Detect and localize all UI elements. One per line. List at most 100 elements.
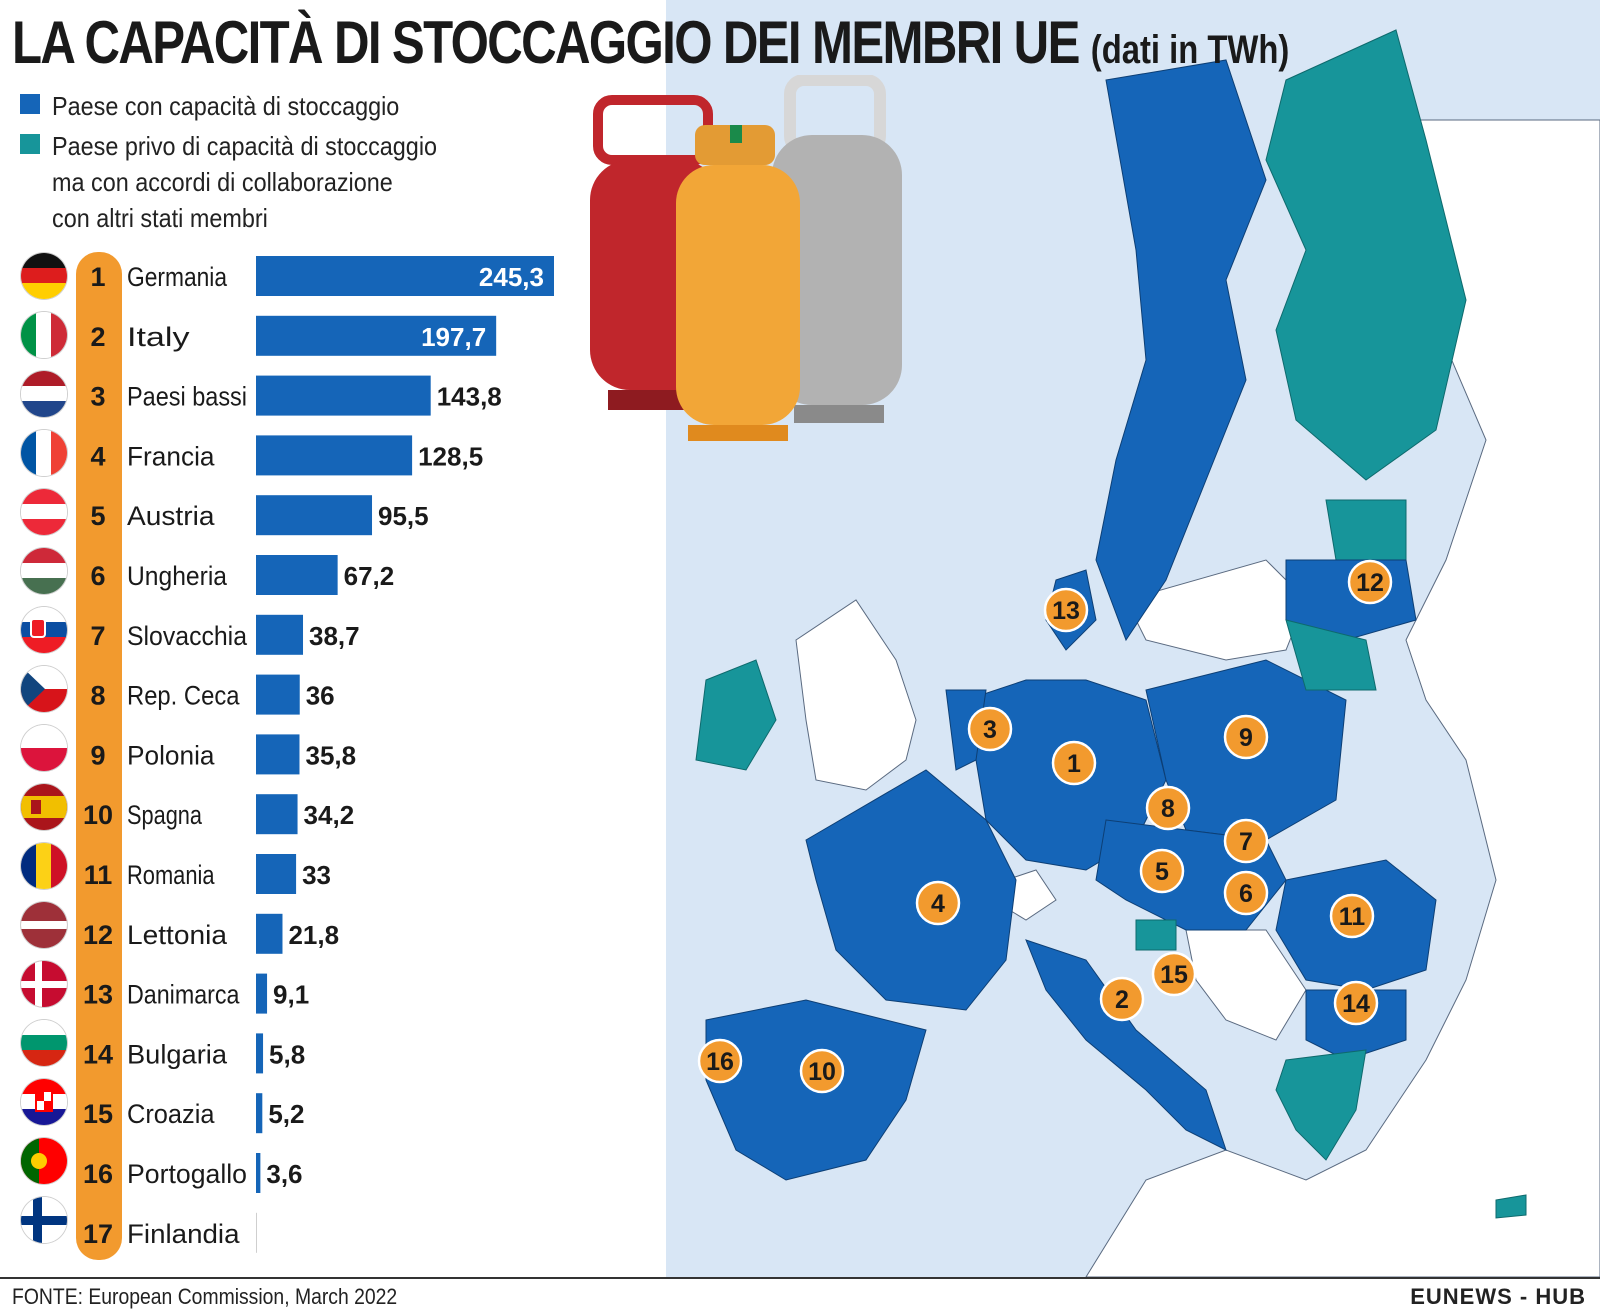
map-marker-label-12: 12 <box>1356 569 1384 597</box>
map-marker-label-2: 2 <box>1115 986 1129 1014</box>
category-label-italy: Italy <box>127 322 190 352</box>
belarus-area <box>1125 559 1307 661</box>
legend-label-no-storage: Paese privo di capacità di stoccaggio ma… <box>52 128 437 236</box>
bar-slovacchia <box>256 614 304 655</box>
flag-spain-icon <box>21 784 67 830</box>
map-marker-3 <box>967 706 1013 752</box>
bar-finlandia <box>256 1212 257 1253</box>
map-marker-label-4: 4 <box>931 890 945 918</box>
category-label-croazia: Croazia <box>127 1099 215 1129</box>
map-marker-12 <box>1347 559 1393 605</box>
bar-croazia <box>256 1093 263 1134</box>
category-label-spagna: Spagna <box>127 800 203 830</box>
flag-hungary-icon <box>21 548 67 594</box>
category-label-paesi-bassi: Paesi bassi <box>127 382 247 412</box>
category-label-polonia: Polonia <box>127 740 215 770</box>
rank-column <box>76 252 122 1260</box>
bar-rep-ceca <box>256 674 300 715</box>
map-marker-10 <box>799 1048 845 1094</box>
category-label-bulgaria: Bulgaria <box>127 1039 228 1069</box>
bar-bulgaria <box>256 1033 264 1074</box>
legend-line-1: Paese privo di capacità di stoccaggio <box>52 131 438 161</box>
map-marker-label-6: 6 <box>1239 880 1253 908</box>
flag-denmark-icon <box>21 961 67 1007</box>
map-marker-8 <box>1145 785 1191 831</box>
rank-label-portogallo: 16 <box>83 1159 113 1189</box>
bar-ungheria <box>256 555 338 595</box>
value-label-italy: 197,7 <box>421 322 486 352</box>
map-marker-11 <box>1329 893 1375 939</box>
map-marker-label-11: 11 <box>1339 903 1366 931</box>
legend-label-storage: Paese con capacità di stoccaggio <box>52 91 400 121</box>
rank-label-rep-ceca: 8 <box>90 681 105 711</box>
map-marker-label-1: 1 <box>1067 750 1081 778</box>
rank-label-finlandia: 17 <box>83 1219 113 1249</box>
lithuania <box>1285 619 1377 691</box>
flag-finland-icon <box>21 1197 67 1243</box>
bar-lettonia <box>256 913 283 954</box>
legend: Paese con capacità di stoccaggio Paese p… <box>20 88 490 240</box>
value-label-francia: 128,5 <box>418 441 483 471</box>
rank-label-lettonia: 12 <box>83 920 113 950</box>
chart-title: LA CAPACITÀ DI STOCCAGGIO DEI MEMBRI UE … <box>12 8 1289 77</box>
value-label-polonia: 35,8 <box>305 740 356 770</box>
flag-croatia-icon <box>21 1079 67 1125</box>
category-label-finlandia: Finlandia <box>127 1219 241 1249</box>
cyprus <box>1495 1194 1527 1219</box>
legend-line-2: ma con accordi di collaborazione <box>52 167 393 197</box>
map-marker-4 <box>915 880 961 926</box>
flag-romania-icon <box>21 843 67 889</box>
legend-swatch-teal <box>20 134 40 154</box>
rank-label-francia: 4 <box>90 441 105 471</box>
footer-divider <box>0 1277 1600 1279</box>
map-marker-16 <box>697 1038 743 1084</box>
category-label-rep-ceca: Rep. Ceca <box>127 681 240 711</box>
map-marker-13 <box>1043 587 1089 633</box>
footer-brand: EUNEWS - HUB <box>1410 1284 1586 1309</box>
bar-portogallo <box>256 1153 261 1193</box>
gas-cylinders-illustration <box>590 75 902 441</box>
rank-label-austria: 5 <box>90 501 105 531</box>
bar-austria <box>256 495 373 536</box>
map-marker-1 <box>1051 740 1097 786</box>
orange-cylinder <box>676 125 800 441</box>
flag-bulgaria-icon <box>21 1020 67 1066</box>
flag-italy-icon <box>21 312 67 358</box>
map-marker-label-10: 10 <box>808 1058 836 1086</box>
map-marker-label-14: 14 <box>1342 990 1370 1018</box>
flag-netherlands-icon <box>21 371 67 417</box>
value-label-paesi-bassi: 143,8 <box>437 382 502 412</box>
gray-cylinder <box>772 75 902 423</box>
category-label-portogallo: Portogallo <box>127 1159 247 1189</box>
legend-item-no-storage: Paese privo di capacità di stoccaggio ma… <box>20 128 490 236</box>
map-marker-label-15: 15 <box>1160 961 1188 989</box>
estonia <box>1325 499 1407 561</box>
map-marker-label-13: 13 <box>1052 597 1080 625</box>
value-label-spagna: 34,2 <box>304 800 355 830</box>
rank-label-paesi-bassi: 3 <box>90 382 105 412</box>
bar-italy <box>256 315 497 356</box>
bar-paesi-bassi <box>256 375 431 416</box>
footer-source: FONTE: European Commission, March 2022 <box>12 1284 398 1309</box>
flag-poland-icon <box>21 725 67 771</box>
bar-polonia <box>256 734 300 775</box>
category-label-germania: Germania <box>127 262 228 292</box>
flag-france-icon <box>21 430 67 476</box>
value-label-bulgaria: 5,8 <box>269 1039 305 1069</box>
rank-label-slovacchia: 7 <box>90 621 105 651</box>
flag-latvia-icon <box>21 902 67 948</box>
value-label-portogallo: 3,6 <box>266 1159 302 1189</box>
map-marker-15 <box>1151 951 1197 997</box>
map-marker-7 <box>1223 818 1269 864</box>
flag-austria-icon <box>21 489 67 535</box>
bar-romania <box>256 854 297 894</box>
rank-label-danimarca: 13 <box>83 980 113 1010</box>
chart-title-unit: (dati in TWh) <box>1090 28 1290 72</box>
bar-spagna <box>256 794 298 835</box>
slovenia <box>1135 919 1177 951</box>
sweden <box>1095 59 1267 642</box>
value-label-rep-ceca: 36 <box>306 681 335 711</box>
bar-francia <box>256 435 413 476</box>
value-label-lettonia: 21,8 <box>288 920 339 950</box>
